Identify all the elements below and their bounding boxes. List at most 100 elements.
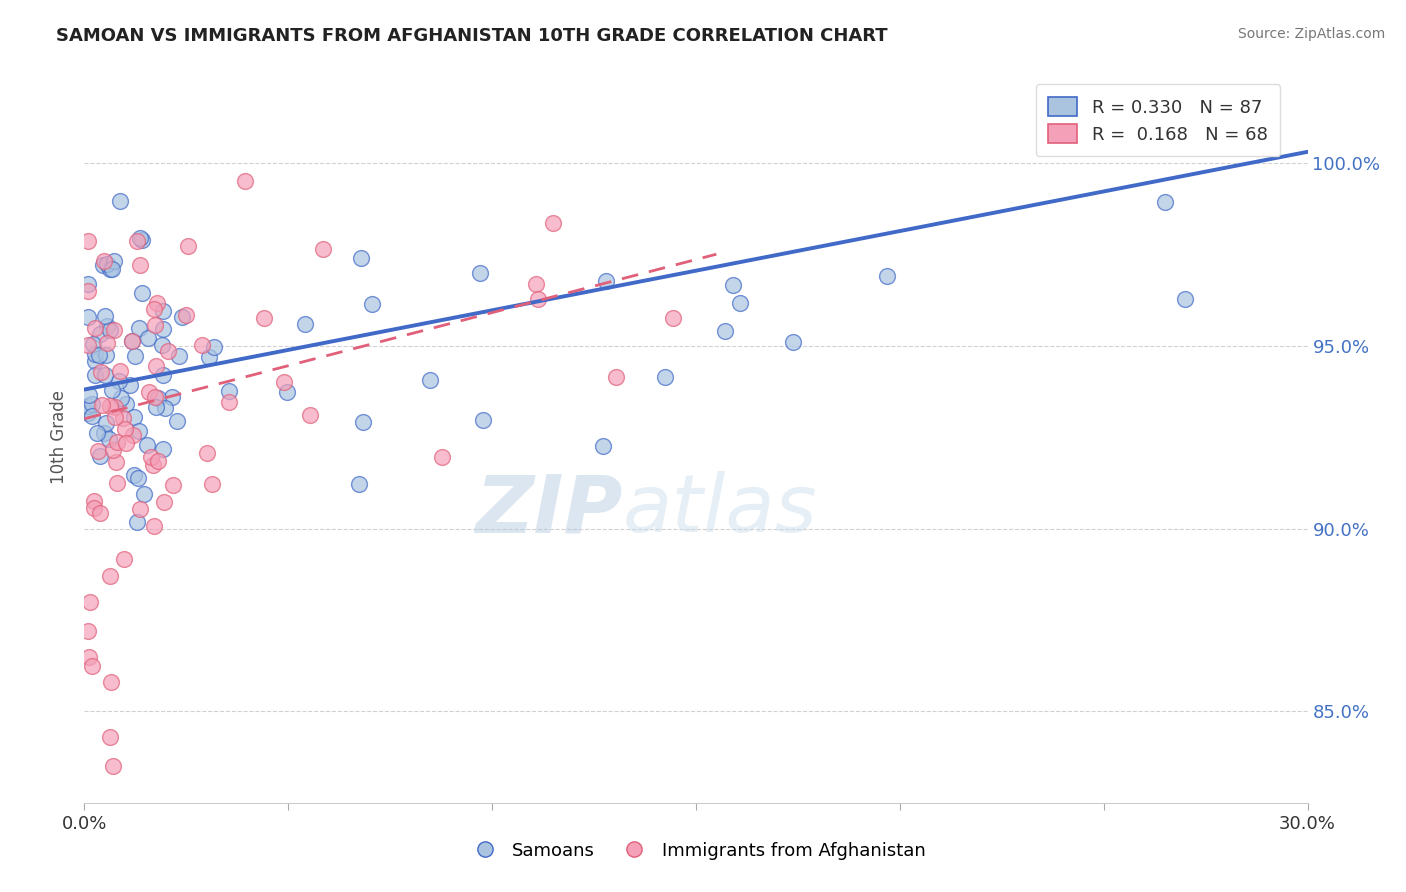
Point <box>148 392 170 406</box>
Point <box>145 359 167 373</box>
Point <box>294 317 316 331</box>
Point <box>101 383 124 397</box>
Point <box>105 475 128 490</box>
Point <box>198 350 221 364</box>
Point <box>202 341 225 355</box>
Point <box>87 443 110 458</box>
Point <box>77 399 100 413</box>
Point <box>152 494 174 508</box>
Text: SAMOAN VS IMMIGRANTS FROM AFGHANISTAN 10TH GRADE CORRELATION CHART: SAMOAN VS IMMIGRANTS FROM AFGHANISTAN 10… <box>56 27 887 45</box>
Point <box>350 252 373 266</box>
Y-axis label: 10th Grade: 10th Grade <box>51 390 69 484</box>
Point <box>524 277 547 291</box>
Point <box>83 321 105 335</box>
Point <box>112 552 135 566</box>
Point <box>89 348 111 362</box>
Point <box>148 454 170 468</box>
Point <box>595 274 617 288</box>
Point <box>96 257 118 271</box>
Point <box>152 442 174 456</box>
Point <box>122 428 145 442</box>
Point <box>152 321 174 335</box>
Point <box>110 391 132 405</box>
Point <box>138 384 160 399</box>
Point <box>360 296 382 310</box>
Point <box>77 388 100 402</box>
Point <box>131 233 153 247</box>
Point <box>114 436 136 450</box>
Point <box>118 378 141 392</box>
Point <box>83 368 105 382</box>
Point <box>298 408 321 422</box>
Point <box>128 424 150 438</box>
Point <box>96 335 118 350</box>
Point <box>160 390 183 404</box>
Point <box>98 400 121 414</box>
Point <box>108 363 131 377</box>
Legend: Samoans, Immigrants from Afghanistan: Samoans, Immigrants from Afghanistan <box>460 835 932 867</box>
Point <box>93 254 115 268</box>
Point <box>152 304 174 318</box>
Point <box>77 234 100 248</box>
Point <box>152 368 174 383</box>
Point <box>162 478 184 492</box>
Point <box>233 174 256 188</box>
Point <box>83 494 105 508</box>
Point <box>654 369 676 384</box>
Point <box>1174 292 1197 306</box>
Point <box>167 350 190 364</box>
Point <box>93 426 115 441</box>
Point <box>468 266 491 280</box>
Point <box>98 569 121 583</box>
Point <box>273 375 295 389</box>
Point <box>129 258 152 272</box>
Point <box>101 262 124 277</box>
Point <box>77 337 100 351</box>
Point <box>312 242 335 256</box>
Point <box>82 658 104 673</box>
Point <box>150 338 173 352</box>
Point <box>1154 195 1177 210</box>
Point <box>77 310 100 324</box>
Point <box>83 500 105 515</box>
Point <box>195 445 218 459</box>
Point <box>145 400 167 414</box>
Point <box>136 438 159 452</box>
Point <box>191 338 214 352</box>
Point <box>97 432 120 446</box>
Point <box>174 308 197 322</box>
Point <box>142 518 165 533</box>
Point <box>156 344 179 359</box>
Point <box>125 235 148 249</box>
Point <box>77 406 100 420</box>
Point <box>730 296 752 310</box>
Point <box>79 595 101 609</box>
Point <box>136 331 159 345</box>
Point <box>98 261 121 276</box>
Text: Source: ZipAtlas.com: Source: ZipAtlas.com <box>1237 27 1385 41</box>
Point <box>90 365 112 379</box>
Point <box>98 730 121 744</box>
Point <box>143 318 166 333</box>
Point <box>166 414 188 428</box>
Point <box>105 455 128 469</box>
Point <box>142 301 165 316</box>
Point <box>143 390 166 404</box>
Point <box>122 467 145 482</box>
Text: atlas: atlas <box>623 471 817 549</box>
Point <box>876 269 898 284</box>
Point <box>121 334 143 348</box>
Point <box>139 450 162 464</box>
Point <box>177 238 200 252</box>
Point <box>96 416 118 430</box>
Point <box>98 323 121 337</box>
Point <box>662 311 685 326</box>
Point <box>218 394 240 409</box>
Point <box>104 400 127 414</box>
Point <box>89 326 111 341</box>
Point <box>723 278 745 293</box>
Point <box>472 412 495 426</box>
Point <box>347 476 370 491</box>
Point <box>83 354 105 368</box>
Point <box>112 410 135 425</box>
